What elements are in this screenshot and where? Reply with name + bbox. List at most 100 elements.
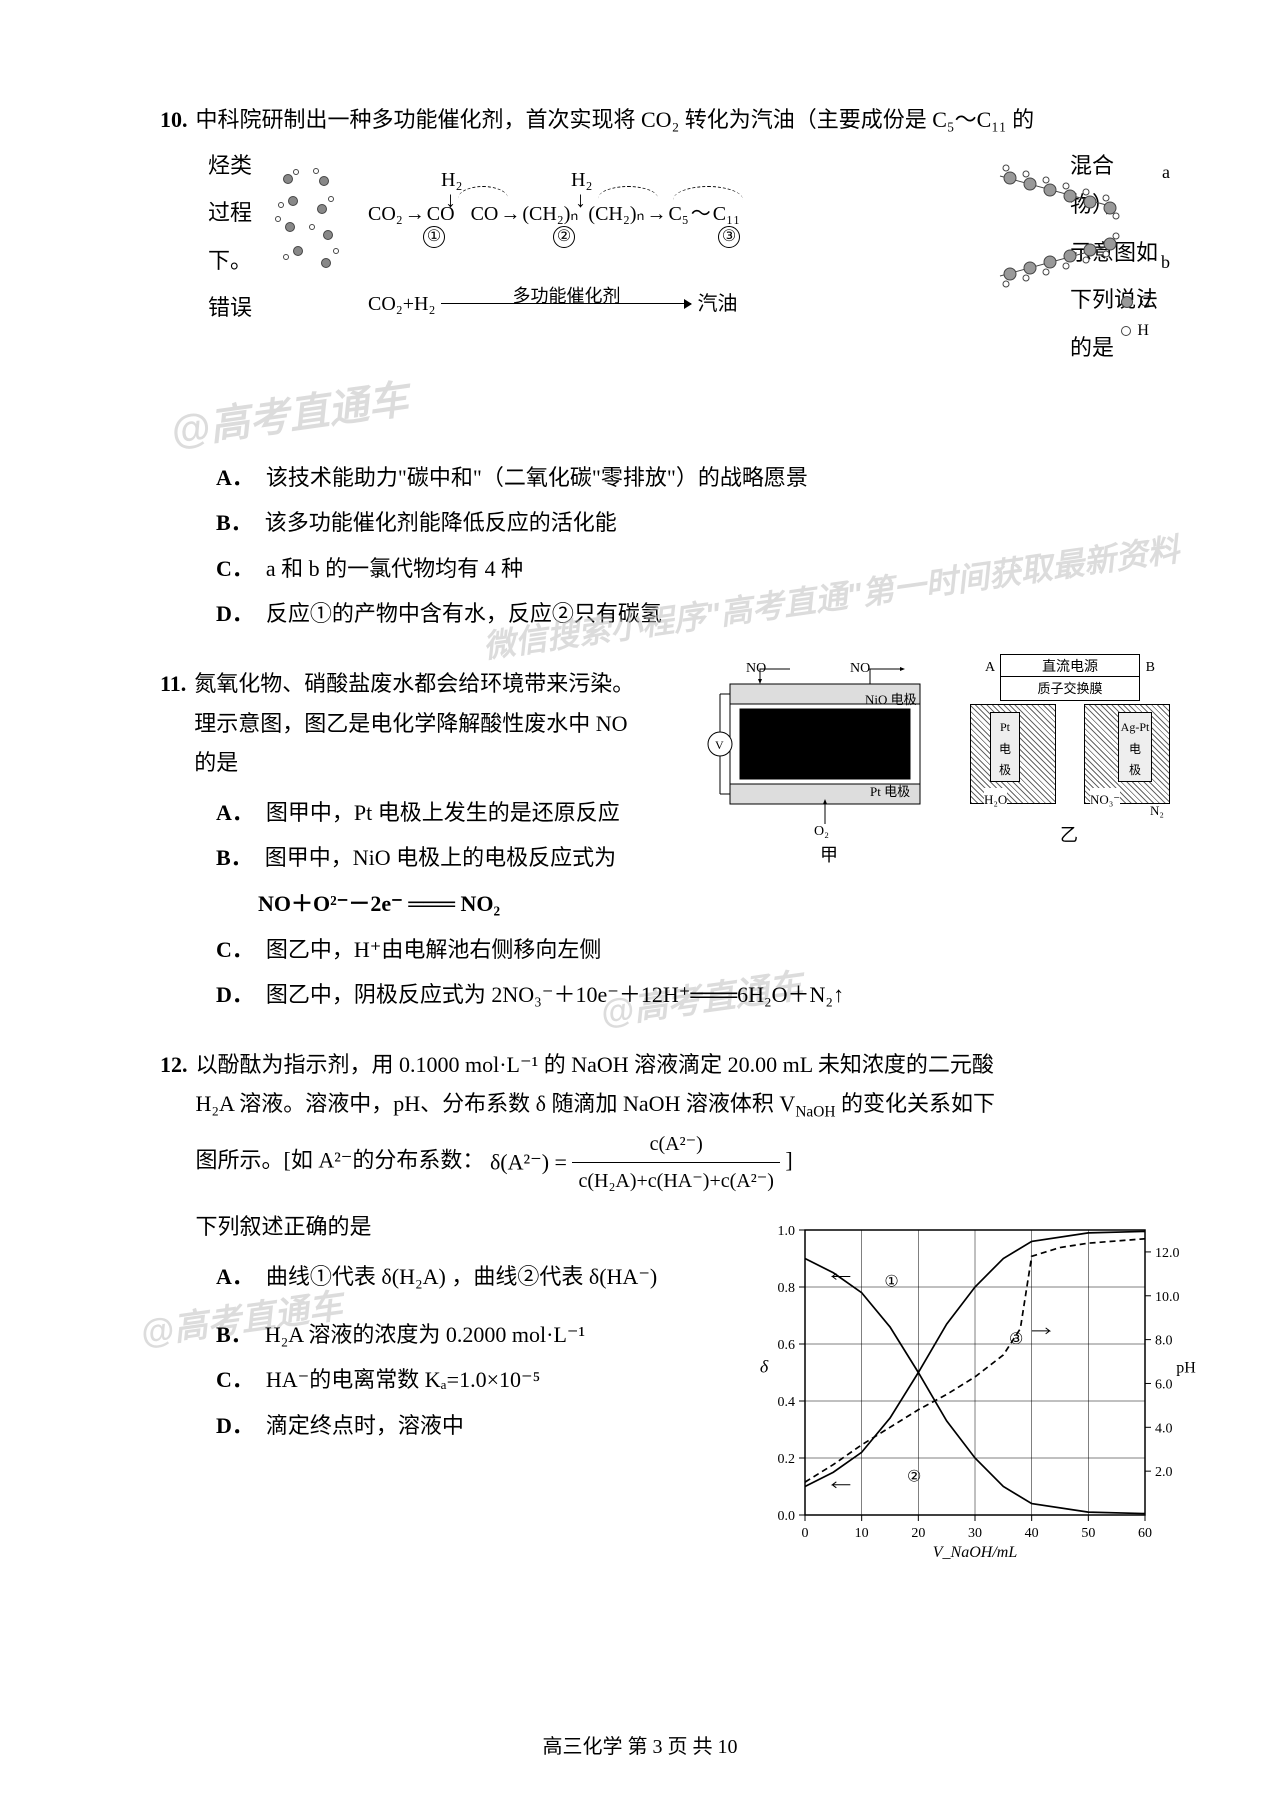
svg-text:10.0: 10.0 [1155,1289,1180,1304]
svg-text:50: 50 [1081,1526,1095,1541]
opt-label-a: A． [216,800,254,825]
svg-text:30: 30 [968,1526,982,1541]
q10-catalyst-label: 多功能催化剂 [512,280,620,312]
opt-label-b: B． [216,510,253,535]
svg-text:40: 40 [1025,1526,1039,1541]
q11-opt-b-2: NO＋O²⁻－2e⁻ ═══ NO₂ [258,891,500,916]
q12-opt-b: H₂A 溶液的浓度为 0.2000 mol·L⁻¹ [265,1322,585,1347]
svg-text:0.8: 0.8 [778,1281,796,1296]
svg-text:0: 0 [802,1526,809,1541]
opt-label-d: D． [216,982,254,1007]
question-10: 10. 中科院研制出一种多功能催化剂，首次实现将 CO₂ 转化为汽油（主要成份是… [160,100,1160,634]
svg-text:0.2: 0.2 [778,1452,796,1467]
svg-text:δ: δ [760,1356,769,1376]
fig-yi-caption: 乙 [1060,819,1078,851]
q10-catalyst-right: 汽油 [697,286,737,322]
svg-text:V: V [715,738,724,752]
opt-label-c: C． [216,556,254,581]
q10-molecule-cloud [273,166,363,276]
q10-circ-3: ③ [718,226,740,248]
fig-jia-no-in: NO [746,656,766,681]
q10-circ-2: ② [553,226,575,248]
q10-reaction-diagram: H₂ ↓ H₂ ↓ CO₂ → CO CO → (CH₂)ₙ (CH₂)ₙ → … [273,146,1070,346]
fig-jia-no-out: NO [850,656,870,681]
fig-jia-nio: NiO 电极 [865,688,917,711]
fig-yi-h2o: H₂O [984,788,1007,811]
opt-label-b: B． [216,1322,253,1347]
q11-opt-d: 图乙中，阴极反应式为 2NO₃⁻＋10e⁻＋12H⁺═══6H₂O＋N₂↑ [266,982,844,1007]
svg-text:0.0: 0.0 [778,1509,796,1524]
q12-number: 12. [160,1045,188,1085]
fig-yi-membrane: 质子交换膜 [1000,676,1140,701]
q12-options: A．曲线①代表 δ(H₂A) ，曲线②代表 δ(HA⁻) B．H₂A 溶液的浓度… [216,1257,736,1445]
q10-opt-a: 该技术能助力"碳中和"（二氧化碳"零排放"）的战略愿景 [266,465,808,490]
svg-text:0.6: 0.6 [778,1338,796,1353]
svg-text:pH: pH [1176,1359,1196,1376]
svg-text:1.0: 1.0 [778,1224,796,1239]
q10-left-word-3: 错误 [208,288,273,328]
q10-product-molecule [980,146,1150,306]
q10-options: A． 该技术能助力"碳中和"（二氧化碳"零排放"）的战略愿景 B． 该多功能催化剂能… [216,458,1160,634]
svg-text:4.0: 4.0 [1155,1421,1173,1436]
q11-opt-c: 图乙中，H⁺由电解池右侧移向左侧 [266,937,602,962]
q11-fig-yi: A B 直流电源 质子交换膜 Pt 电 极 Ag-Pt 电 极 H₂O NO₃⁻… [960,654,1180,854]
q11-opt-b-1: 图甲中，NiO 电极上的电极反应式为 [265,845,616,870]
opt-label-a: A． [216,1264,254,1289]
q10-number: 10. [160,100,188,140]
svg-text:12.0: 12.0 [1155,1246,1180,1261]
q10-opt-b: 该多功能催化剂能降低反应的活化能 [265,510,617,535]
q10-stem-line1: 中科院研制出一种多功能催化剂，首次实现将 CO₂ 转化为汽油（主要成份是 C₅～… [196,100,1161,140]
q11-number: 11. [160,664,186,704]
fig-jia-o2move: O²⁻移移 [760,732,806,755]
fig-yi-b: B [1146,655,1155,680]
q10-a-label: a [1162,156,1170,188]
q10-opt-c: a 和 b 的一氯代物均有 4 种 [266,556,523,581]
q12-stem-2: H₂A 溶液。溶液中，pH、分布系数 δ 随滴加 NaOH 溶液体积 VNaOH… [196,1084,1161,1126]
fig-yi-agpt-electrode: Ag-Pt 电 极 [1118,712,1152,782]
q12-opt-d: 滴定终点时，溶液中 [266,1413,464,1438]
svg-text:10: 10 [855,1526,869,1541]
fig-yi-pt-electrode: Pt 电 极 [990,712,1020,782]
svg-text:6.0: 6.0 [1155,1377,1173,1392]
q10-legend: C H [1121,288,1150,346]
opt-label-a: A． [216,465,254,490]
q10-left-word-0: 烃类 [208,146,273,186]
q11-stem-1: 氮氧化物、硝酸盐废水都会给环境带来污染。 [194,664,714,704]
q10-circ-1: ① [423,226,445,248]
q10-opt-d: 反应①的产物中含有水，反应②只有碳氢 [266,601,662,626]
svg-text:60: 60 [1138,1526,1152,1541]
svg-text:①: ① [884,1273,898,1290]
q12-stem-1: 以酚酞为指示剂，用 0.1000 mol·L⁻¹ 的 NaOH 溶液滴定 20.… [196,1045,1161,1085]
q11-figures: V NO NO NiO 电极 O²⁻移移 固体电解质 Pt 电极 O₂ 甲 A … [690,644,1180,874]
fig-jia-pt: Pt 电极 [870,780,910,803]
q11-stem-3: 的是 [194,743,714,783]
svg-text:0.4: 0.4 [778,1395,796,1410]
q10-left-column: 烃类 过程 下。 错误 [208,146,273,328]
fig-yi-n2: N₂ [1150,799,1164,822]
question-11: 11. 氮氧化物、硝酸盐废水都会给环境带来污染。 理示意图，图乙是电化学降解酸性… [160,664,1160,1015]
q12-opt-c: HA⁻的电离常数 Kₐ=1.0×10⁻⁵ [266,1367,540,1392]
opt-label-c: C． [216,1367,254,1392]
fig-jia-caption: 甲 [820,839,838,871]
q12-frac-den: c(H₂A)+c(HA⁻)+c(A²⁻) [572,1163,779,1199]
q11-opt-a: 图甲中，Pt 电极上发生的是还原反应 [266,800,620,825]
q10-left-word-1: 过程 [208,193,273,233]
opt-label-b: B． [216,845,253,870]
fig-yi-a: A [985,655,995,680]
svg-text:20: 20 [911,1526,925,1541]
opt-label-d: D． [216,601,254,626]
q12-stem-3: 图所示。[如 A²⁻的分布系数： δ(A²⁻) = c(A²⁻) c(H₂A)+… [196,1126,1161,1199]
q10-legend-c: C [1139,288,1150,317]
svg-text:③: ③ [1009,1331,1023,1348]
q10-catalyst-left: CO₂+H₂ [368,286,435,322]
opt-label-c: C． [216,937,254,962]
q10-left-word-2: 下。 [208,241,273,281]
q12-titration-graph: 01020304050600.00.20.40.60.81.02.04.06.0… [750,1215,1200,1565]
q11-stem-2: 理示意图，图乙是电化学降解酸性废水中 NO [194,704,714,744]
q11-fig-jia: V NO NO NiO 电极 O²⁻移移 固体电解质 Pt 电极 O₂ 甲 [690,664,940,844]
fig-jia-solid: 固体电解质 [838,732,903,755]
q10-b-label: b [1161,246,1170,278]
q10-legend-h: H [1137,317,1149,346]
q10-co2: CO₂ [368,196,403,232]
svg-text:8.0: 8.0 [1155,1333,1173,1348]
